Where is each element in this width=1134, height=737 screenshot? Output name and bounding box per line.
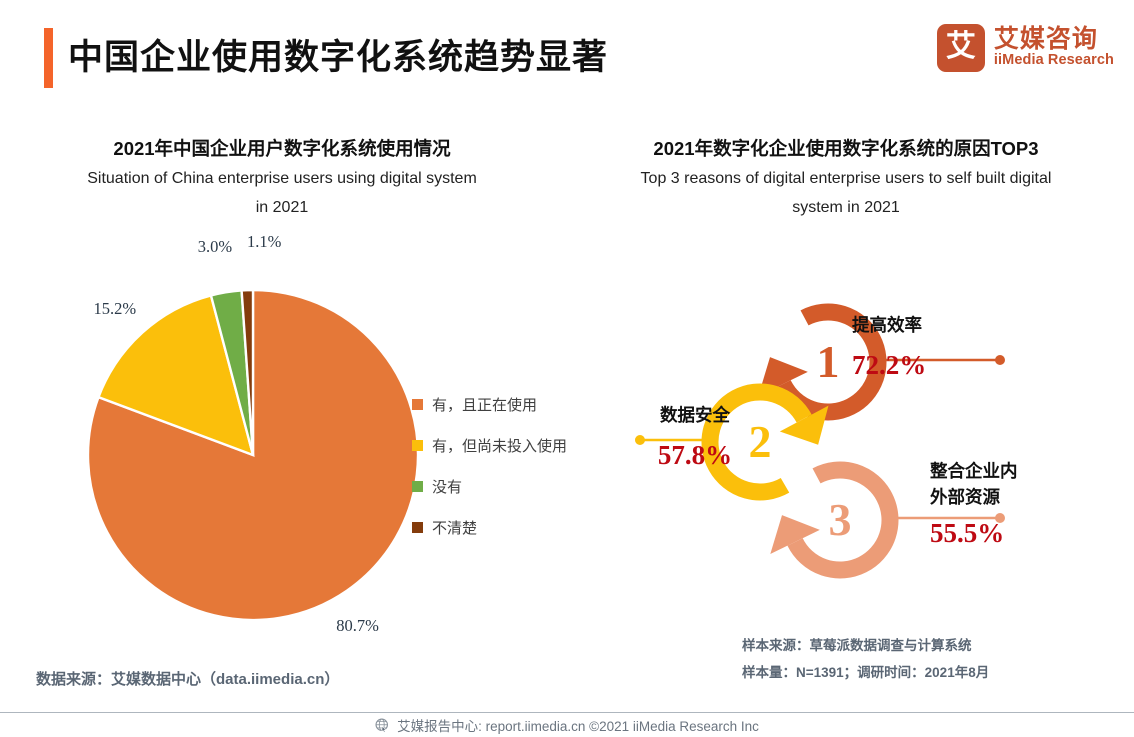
rank-ring-arc — [701, 383, 812, 501]
right-chart-title-en-line1: Top 3 reasons of digital enterprise user… — [640, 170, 1052, 187]
callout-2-label: 数据安全 — [660, 405, 730, 425]
arrow-rings — [701, 303, 899, 579]
callout-leader-dot — [995, 513, 1005, 523]
page-title: 中国企业使用数字化系统趋势显著 — [68, 38, 609, 77]
sample-size: 样本量：N=1391；调研时间：2021年8月 — [742, 665, 990, 680]
pie-slice-label: 80.7% — [336, 616, 379, 636]
rank-ring-arc — [775, 303, 887, 421]
rank-number: 1 — [816, 336, 840, 387]
left-chart-title-cn: 2021年中国企业用户数字化系统使用情况 — [113, 138, 451, 159]
right-chart-title-en-line2: system in 2021 — [792, 199, 900, 216]
right-chart-title-cn: 2021年数字化企业使用数字化系统的原因TOP3 — [653, 138, 1039, 159]
logo-mark-icon: 艾 — [936, 24, 985, 72]
legend-item-label: 没有 — [432, 479, 463, 496]
page-header: 中国企业使用数字化系统趋势显著 艾 艾媒咨询 iiMedia Research — [0, 0, 1134, 112]
legend-item-label: 有，但尚未投入使用 — [432, 438, 568, 455]
callout-item-3: 整合企业内 外部资源 55.5% — [930, 458, 1018, 550]
left-data-source: 数据来源：艾媒数据中心（data.iimedia.cn） — [36, 671, 340, 688]
footer-bar: 艾媒报告中心: report.iimedia.cn ©2021 iiMedia … — [0, 712, 1134, 737]
globe-icon — [375, 717, 389, 733]
pie-slice-label: 3.0% — [197, 236, 233, 256]
callout-2-value: 57.8% — [657, 440, 733, 470]
legend-item-label: 有，且正在使用 — [432, 397, 538, 414]
footer-text: 艾媒报告中心: report.iimedia.cn ©2021 iiMedia … — [397, 719, 759, 734]
iimedia-logo: 艾 艾媒咨询 iiMedia Research — [936, 24, 1114, 72]
logo-name-en: iiMedia Research — [993, 52, 1114, 69]
rank-ring-arc — [787, 461, 899, 579]
legend-item-label: 不清楚 — [432, 520, 478, 537]
callout-item-2: 数据安全 57.8% — [630, 402, 760, 472]
rank-ring-arrowhead — [779, 405, 829, 445]
legend-item[interactable]: 不清楚 — [412, 507, 567, 548]
callout-3-value: 55.5% — [930, 518, 1005, 548]
rank-number: 2 — [748, 416, 772, 467]
pie-legend: 有，且正在使用有，但尚未投入使用 没有不清楚 — [412, 384, 567, 548]
title-accent-bar — [44, 28, 53, 88]
left-chart-title-en-line2: in 2021 — [255, 199, 309, 216]
pie-slices — [86, 288, 420, 622]
top3-arrows-svg — [635, 303, 1005, 579]
callout-leader-dot — [635, 435, 645, 445]
callout-3-label-line1: 整合企业内 — [930, 461, 1018, 481]
legend-swatch-icon — [412, 399, 423, 410]
legend-item[interactable]: 有，且正在使用 — [412, 384, 567, 425]
legend-swatch-icon — [412, 522, 423, 533]
pie-slice-label: 1.1% — [247, 232, 282, 252]
callout-1-value: 72.2% — [852, 350, 927, 380]
callout-1-label: 提高效率 — [852, 315, 922, 335]
pie-slice — [96, 293, 255, 457]
pie-chart-svg — [86, 288, 420, 622]
legend-swatch-icon — [412, 481, 423, 492]
callout-3-label-line2: 外部资源 — [930, 487, 1000, 507]
right-chart-title-block: 2021年数字化企业使用数字化系统的原因TOP3 Top 3 reasons o… — [576, 134, 1116, 222]
right-sample-info: 样本来源：草莓派数据调查与计算系统 样本量：N=1391；调研时间：2021年8… — [742, 632, 989, 686]
legend-swatch-icon — [412, 440, 423, 451]
pie-chart: 80.7% 15.2% 3.0% 1.1% 有，且正在使用有，但尚未投入使用 没有不清楚 — [60, 232, 567, 635]
rank-number: 3 — [828, 494, 852, 545]
callout-item-1: 提高效率 72.2% — [852, 312, 926, 382]
legend-item[interactable]: 没有 — [412, 466, 567, 507]
left-chart-title-block: 2021年中国企业用户数字化系统使用情况 Situation of China … — [22, 134, 542, 222]
rank-ring-arrowhead — [770, 515, 820, 554]
sample-source: 样本来源：草莓派数据调查与计算系统 — [742, 638, 972, 653]
logo-wordmark: 艾媒咨询 iiMedia Research — [994, 26, 1114, 70]
left-chart-title-en-line1: Situation of China enterprise users usin… — [87, 170, 477, 187]
pie-slice-label: 15.2% — [93, 298, 137, 318]
logo-name-cn: 艾媒咨询 — [993, 25, 1098, 54]
leader-lines — [635, 355, 1005, 523]
pie-slice — [240, 288, 255, 456]
legend-item[interactable]: 有，但尚未投入使用 — [412, 425, 567, 466]
callout-leader-dot — [995, 355, 1005, 365]
